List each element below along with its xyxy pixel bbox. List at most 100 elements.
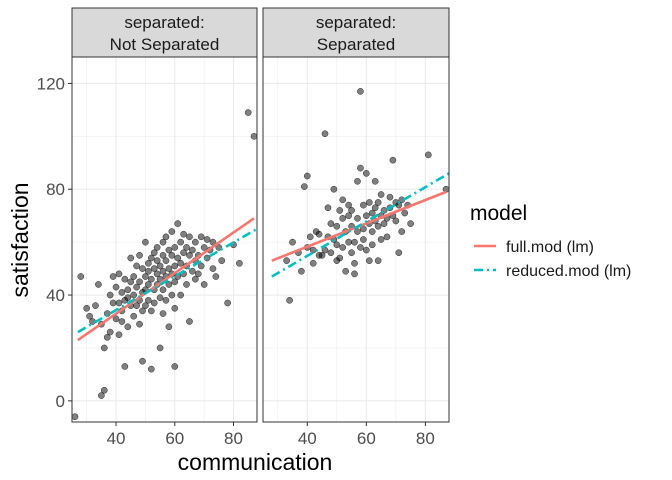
scatter-point — [298, 267, 305, 275]
scatter-point — [159, 267, 167, 275]
scatter-point — [174, 220, 182, 227]
scatter-point — [168, 291, 176, 299]
scatter-point — [130, 273, 138, 280]
scatter-point — [112, 315, 120, 323]
scatter-point — [362, 212, 370, 220]
points-not-separated — [71, 109, 258, 421]
scatter-point — [398, 228, 406, 235]
scatter-point — [112, 283, 120, 291]
scatter-point — [186, 318, 193, 325]
scatter-point — [183, 244, 190, 251]
scatter-point — [351, 259, 358, 267]
panel-not-separated: separated: Not Separated — [71, 7, 258, 423]
scatter-point — [327, 249, 335, 257]
legend-title: model — [470, 202, 527, 225]
scatter-point — [159, 252, 167, 259]
scatter-point — [177, 259, 185, 267]
scatter-point — [407, 220, 414, 227]
scatter-point — [345, 238, 352, 246]
scatter-point — [171, 262, 179, 270]
scatter-point — [130, 291, 138, 299]
scatter-point — [92, 302, 99, 309]
scatter-point — [286, 296, 293, 304]
y-tick-label: 0 — [56, 392, 65, 411]
y-tick-label: 80 — [46, 180, 65, 199]
strip-label-line1: separated: — [316, 13, 396, 32]
scatter-point — [189, 267, 196, 275]
scatter-point — [386, 193, 394, 201]
scatter-point — [118, 318, 126, 325]
scatter-point — [209, 265, 217, 272]
strip-separated — [262, 7, 450, 58]
panel-border-not-separated — [71, 56, 258, 423]
scatter-point — [115, 270, 123, 278]
scatter-point — [171, 363, 179, 370]
scatter-point — [333, 241, 341, 249]
scatter-point — [124, 323, 132, 331]
scatter-point — [383, 233, 391, 241]
scatter-point — [77, 273, 85, 280]
x-tick-label: 40 — [107, 429, 126, 448]
scatter-point — [186, 252, 193, 259]
scatter-point — [224, 299, 231, 307]
scatter-point — [147, 365, 155, 373]
scatter-point — [365, 199, 373, 206]
scatter-point — [377, 236, 385, 243]
panel-separated: separated: Separated — [262, 7, 450, 423]
scatter-point — [109, 273, 117, 280]
scatter-point — [86, 312, 93, 320]
scatter-point — [203, 236, 211, 243]
scatter-point — [236, 259, 243, 267]
scatter-point — [345, 212, 352, 220]
scatter-point — [127, 254, 135, 262]
scatter-point — [357, 88, 364, 95]
scatter-point — [315, 230, 323, 238]
x-axis-title: communication — [178, 449, 333, 475]
scatter-point — [348, 207, 355, 214]
scatter-point — [150, 299, 158, 307]
scatter-point — [354, 228, 361, 235]
legend: model full.mod (lm) reduced.mod (lm) — [470, 202, 631, 280]
scatter-point — [133, 283, 140, 291]
scatter-point — [106, 291, 114, 299]
scatter-point — [197, 233, 205, 241]
scatter-point — [244, 109, 252, 116]
scatter-point — [212, 273, 220, 280]
scatter-point — [371, 204, 379, 212]
scatter-point — [200, 244, 208, 251]
scatter-point — [177, 238, 185, 246]
scatter-point — [100, 344, 108, 352]
scatter-point — [133, 262, 140, 270]
scatter-point — [171, 244, 179, 251]
scatter-point — [139, 357, 146, 365]
x-axis: 40 60 80 40 60 80 — [107, 422, 435, 448]
scatter-point — [156, 344, 164, 352]
scatter-point — [171, 304, 179, 312]
scatter-point — [71, 413, 79, 421]
scatter-point — [165, 281, 173, 288]
scatter-point — [153, 257, 161, 265]
scatter-point — [351, 270, 358, 278]
scatter-point — [215, 244, 223, 251]
strip-label-line1: separated: — [124, 13, 204, 32]
scatter-point — [144, 267, 152, 275]
scatter-point — [95, 281, 102, 288]
scatter-point — [200, 281, 208, 288]
x-tick-label: 80 — [224, 429, 243, 448]
scatter-point — [162, 233, 170, 241]
scatter-point — [150, 249, 158, 257]
scatter-point — [153, 270, 161, 278]
scatter-point — [362, 246, 370, 254]
scatter-point — [147, 307, 155, 315]
scatter-point — [333, 222, 341, 230]
scatter-point — [83, 304, 91, 312]
scatter-point — [360, 236, 367, 243]
scatter-point — [377, 191, 385, 198]
scatter-point — [171, 278, 179, 286]
scatter-point — [218, 257, 226, 265]
scatter-point — [324, 204, 332, 212]
scatter-point — [306, 233, 314, 241]
scatter-point — [142, 302, 149, 309]
points-separated — [283, 88, 450, 304]
scatter-point — [357, 244, 364, 251]
